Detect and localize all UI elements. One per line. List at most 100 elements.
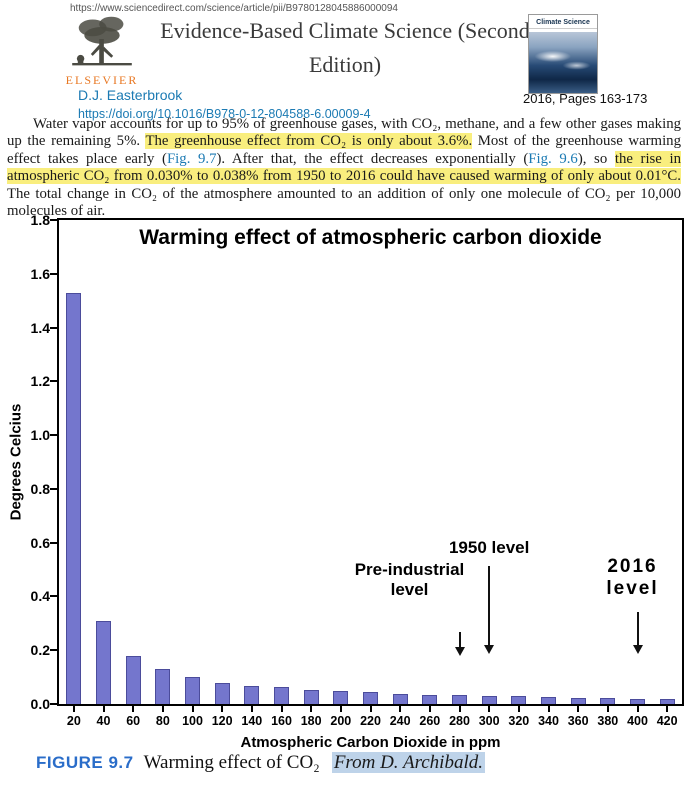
bar-360ppm xyxy=(570,698,586,704)
book-cover-image xyxy=(529,32,597,93)
bar-340ppm xyxy=(541,697,556,704)
x-axis-tick-label: 140 xyxy=(241,714,263,728)
bar-260ppm xyxy=(422,695,438,704)
bar-40ppm xyxy=(96,620,111,704)
x-axis-tick-label: 240 xyxy=(389,714,411,728)
x-axis-tick xyxy=(399,706,402,712)
x-axis-tick-label: 180 xyxy=(300,714,322,728)
book-cover-title: Climate Science xyxy=(529,15,597,29)
x-axis-tick xyxy=(250,706,253,712)
y-axis-tick-label: 0.6 xyxy=(30,534,50,551)
figure-label: FIGURE 9.7 xyxy=(36,753,134,772)
x-axis-tick xyxy=(458,706,461,712)
y-axis-tick-label: 1.4 xyxy=(30,319,50,336)
x-axis-tick xyxy=(221,706,224,712)
x-axis-title: Atmospheric Carbon Dioxide in ppm xyxy=(240,734,501,751)
x-axis-tick-label: 380 xyxy=(597,714,619,728)
x-axis-tick-label: 360 xyxy=(567,714,589,728)
annotation-arrow xyxy=(454,632,465,656)
y-axis-tick-label: 0.8 xyxy=(30,480,50,497)
abstract-text: ). After that, the effect decreases expo… xyxy=(216,150,529,167)
warming-chart: Degrees Celcius Warming effect of atmosp… xyxy=(0,212,688,754)
x-axis-tick xyxy=(339,706,342,712)
article-url: https://www.sciencedirect.com/science/ar… xyxy=(70,3,398,14)
article-title: Evidence-Based Climate Science (Second E… xyxy=(150,14,540,82)
x-axis-tick-label: 260 xyxy=(419,714,441,728)
x-axis-tick xyxy=(310,706,313,712)
x-axis-tick-label: 280 xyxy=(449,714,470,728)
bar-240ppm xyxy=(392,694,408,704)
elsevier-logo-text: ELSEVIER xyxy=(65,73,139,87)
bar-160ppm xyxy=(274,687,289,704)
book-cover[interactable]: Climate Science xyxy=(528,14,598,94)
author-link[interactable]: D.J. Easterbrook xyxy=(78,87,183,103)
y-axis-tick-label: 1.6 xyxy=(30,265,50,282)
chart-plot: Warming effect of atmospheric carbon dio… xyxy=(57,218,684,706)
y-axis-tick xyxy=(50,326,57,329)
x-axis-tick xyxy=(161,706,164,712)
elsevier-tree-icon xyxy=(72,16,132,66)
annotation-arrow xyxy=(484,566,495,654)
bar-140ppm xyxy=(244,686,260,704)
doi-link[interactable]: https://doi.org/10.1016/B978-0-12-804588… xyxy=(78,107,371,121)
figure-link[interactable]: Fig. 9.6 xyxy=(528,150,578,167)
x-axis-tick xyxy=(369,706,372,712)
x-axis-tick xyxy=(132,706,135,712)
x-axis-tick xyxy=(636,706,639,712)
y-axis-tick xyxy=(50,219,57,221)
y-axis-tick-label: 1.8 xyxy=(30,212,50,228)
x-axis-tick xyxy=(280,706,283,712)
y-axis-tick xyxy=(50,487,57,490)
y-axis-tick-label: 1.0 xyxy=(30,427,50,444)
abstract-text: Water vapor accounts for up to 95% of gr… xyxy=(7,116,681,150)
y-axis-tick xyxy=(50,703,57,705)
x-axis-tick-label: 40 xyxy=(96,714,111,728)
abstract-text: ), so xyxy=(577,150,615,167)
y-axis-tick xyxy=(50,434,57,437)
y-axis-tick-label: 0.2 xyxy=(30,642,50,659)
bar-380ppm xyxy=(600,698,616,704)
article-title-line2: Edition) xyxy=(308,52,382,78)
elsevier-logo: ELSEVIER xyxy=(58,13,146,88)
x-axis-tick-label: 100 xyxy=(182,714,203,728)
x-axis-tick xyxy=(517,706,520,712)
x-axis-tick xyxy=(547,706,550,712)
y-axis-tick xyxy=(50,380,57,383)
x-axis-tick xyxy=(72,706,75,712)
y-axis-tick-label: 1.2 xyxy=(30,373,50,390)
bar-200ppm xyxy=(333,691,349,704)
x-axis-tick-label: 400 xyxy=(627,714,648,728)
bar-420ppm xyxy=(659,699,675,704)
x-axis-tick-label: 120 xyxy=(211,714,233,728)
chart-title: Warming effect of atmospheric carbon dio… xyxy=(139,226,602,249)
x-axis-tick-label: 60 xyxy=(126,714,141,728)
pages-info: 2016, Pages 163-173 xyxy=(523,91,648,106)
annotation-label: 1950 level xyxy=(448,538,530,557)
y-axis-tick-label: 0.0 xyxy=(30,696,50,712)
highlighted-text: The greenhouse effect from CO₂ is only a… xyxy=(145,133,473,150)
bar-120ppm xyxy=(214,683,230,704)
abstract-text: The total change in CO₂ of the atmospher… xyxy=(7,185,681,220)
bar-60ppm xyxy=(125,655,141,704)
y-axis-tick-label: 0.4 xyxy=(30,588,50,605)
y-axis-tick xyxy=(50,649,57,652)
figure-caption: FIGURE 9.7 Warming effect of CO₂ From D. A… xyxy=(36,752,676,774)
x-axis-tick-label: 200 xyxy=(330,714,352,728)
y-axis-title: Degrees Celcius xyxy=(7,403,25,521)
bar-300ppm xyxy=(481,695,497,704)
x-axis-tick-label: 340 xyxy=(538,714,559,728)
x-axis-tick xyxy=(666,706,669,712)
x-axis-tick xyxy=(102,706,105,712)
x-axis-tick-label: 300 xyxy=(478,714,500,728)
abstract-paragraph: Water vapor accounts for up to 95% of gr… xyxy=(7,116,681,220)
article-title-line1: Evidence-Based Climate Science (Second xyxy=(160,18,530,43)
bar-400ppm xyxy=(630,698,645,704)
abstract-text: Most of the greenhouse warming effect ta… xyxy=(7,133,681,167)
bar-280ppm xyxy=(452,695,467,704)
figure-link[interactable]: Fig. 9.7 xyxy=(166,150,217,167)
caption-text: Warming effect of CO₂ xyxy=(143,752,320,773)
annotation-arrow xyxy=(632,612,643,654)
bar-220ppm xyxy=(363,692,378,704)
y-axis-tick xyxy=(50,541,57,544)
x-axis-tick xyxy=(606,706,609,712)
